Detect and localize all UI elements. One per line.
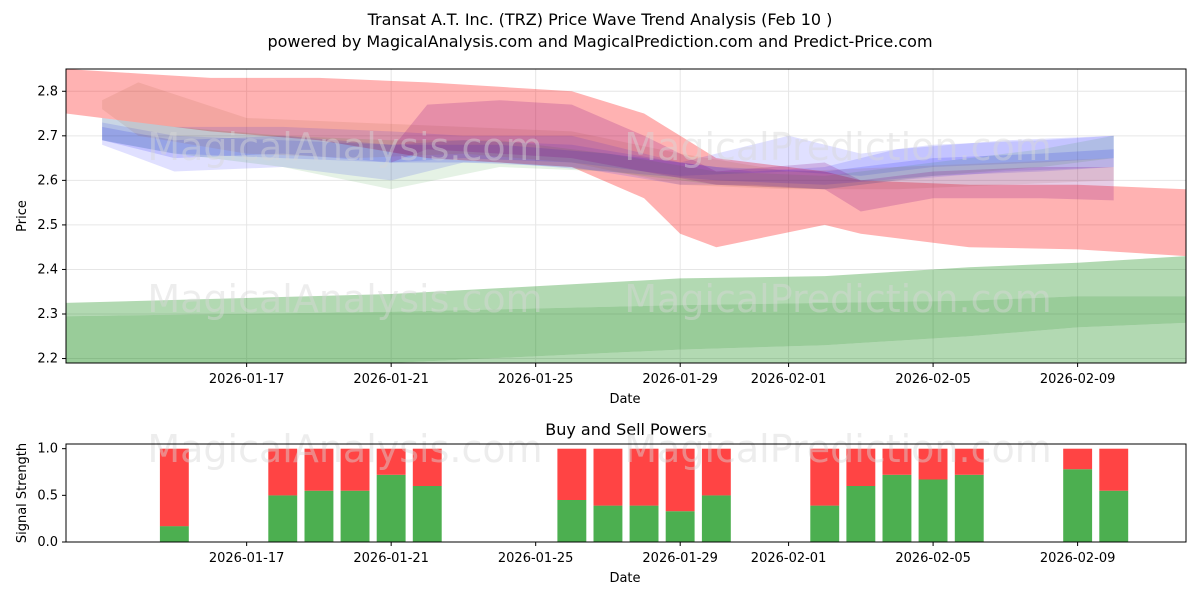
signal-x-ticks: 2026-01-17 2026-01-21 2026-01-25 2026-01-29… [209, 542, 1116, 566]
buy-bar [304, 490, 334, 542]
price-panel: MagicalAnalysis.com MagicalPrediction.co… [15, 68, 1187, 407]
sell-bar [701, 448, 731, 496]
price-x-tick-label: 2026-02-09 [1040, 372, 1116, 387]
buy-bar [268, 495, 298, 542]
red-forecast-band [66, 69, 1186, 257]
price-y-tick-label: 2.8 [37, 84, 58, 99]
signal-bars [159, 448, 1129, 542]
buy-bar [412, 486, 442, 542]
sell-bar [159, 448, 189, 527]
price-x-ticks: 2026-01-17 2026-01-21 2026-01-25 2026-01-29… [209, 363, 1116, 387]
buy-bar [918, 479, 948, 542]
price-y-tick-label: 2.6 [37, 173, 58, 188]
green-band-lower [391, 322, 1186, 363]
sell-bar [593, 448, 623, 506]
signal-y-tick-label: 0.0 [37, 535, 58, 550]
price-grid [66, 69, 1186, 363]
purple-wave-band [391, 100, 1114, 212]
sell-bar [629, 448, 659, 506]
buy-bar [159, 526, 189, 542]
signal-y-tick-label: 0.5 [37, 488, 58, 503]
chart-title: Transat A.T. Inc. (TRZ) Price Wave Trend… [367, 10, 833, 29]
sell-bar [954, 448, 984, 475]
sell-bar [557, 448, 587, 500]
price-x-tick-label: 2026-01-25 [498, 372, 574, 387]
blue-band-3 [102, 126, 1114, 185]
price-x-tick-label: 2026-02-01 [751, 372, 827, 387]
buy-bar [846, 486, 876, 542]
buy-bar [954, 474, 984, 542]
sell-bar [882, 448, 912, 475]
price-y-label: Price [15, 200, 30, 232]
signal-title: Buy and Sell Powers [545, 420, 707, 439]
buy-bar [882, 474, 912, 542]
watermark-2: MagicalPrediction.com [624, 125, 1052, 169]
buy-bar [665, 511, 695, 542]
buy-bar [376, 474, 406, 542]
sell-bar [918, 448, 948, 480]
signal-y-tick-label: 1.0 [37, 442, 58, 457]
watermark-6: MagicalPrediction.com [624, 427, 1052, 471]
signal-panel: Buy and Sell Powers MagicalAnalysis.com … [15, 420, 1187, 586]
buy-bar [1099, 490, 1129, 542]
buy-bar [340, 490, 370, 542]
sell-bar [846, 448, 876, 486]
signal-x-tick-label: 2026-01-25 [498, 551, 574, 566]
green-band-upper [66, 256, 1186, 317]
price-x-tick-label: 2026-01-21 [353, 372, 429, 387]
signal-x-tick-label: 2026-01-21 [353, 551, 429, 566]
green-band-main [66, 296, 1186, 363]
buy-bar [593, 505, 623, 542]
signal-y-label: Signal Strength [15, 443, 30, 543]
price-x-label: Date [609, 392, 640, 407]
sell-bar [376, 448, 406, 475]
sell-bar [810, 448, 840, 506]
sell-bar [304, 448, 334, 491]
blue-band-1 [102, 118, 1114, 190]
watermark-1: MagicalAnalysis.com [147, 125, 542, 169]
price-y-tick-label: 2.2 [37, 352, 58, 367]
price-axes-frame [65, 68, 1187, 364]
signal-x-tick-label: 2026-01-29 [642, 551, 718, 566]
chart-subtitle: powered by MagicalAnalysis.com and Magic… [267, 32, 932, 51]
green-wave-band [102, 118, 1114, 190]
price-y-tick-label: 2.4 [37, 262, 58, 277]
buy-bar [557, 500, 587, 542]
sell-bar [340, 448, 370, 491]
brown-wave-band [102, 82, 1114, 190]
watermark-3: MagicalAnalysis.com [147, 277, 542, 321]
signal-x-tick-label: 2026-02-09 [1040, 551, 1116, 566]
sell-bar [1063, 448, 1093, 470]
price-y-tick-label: 2.7 [37, 129, 58, 144]
blue-band-2 [102, 122, 1114, 176]
price-y-tick-label: 2.5 [37, 218, 58, 233]
signal-x-tick-label: 2026-02-01 [751, 551, 827, 566]
buy-bar [810, 505, 840, 542]
signal-x-tick-label: 2026-01-17 [209, 551, 285, 566]
sell-bar [1099, 448, 1129, 491]
price-y-tick-label: 2.3 [37, 307, 58, 322]
price-bands [66, 69, 1186, 363]
buy-bar [629, 505, 659, 542]
buy-bar [1063, 469, 1093, 542]
signal-plot-area [66, 444, 1186, 542]
price-x-tick-label: 2026-02-05 [895, 372, 971, 387]
watermark-5: MagicalAnalysis.com [147, 427, 542, 471]
buy-bar [701, 495, 731, 542]
watermark-4: MagicalPrediction.com [624, 277, 1052, 321]
price-x-tick-label: 2026-01-29 [642, 372, 718, 387]
sell-bar [268, 448, 298, 496]
signal-x-label: Date [609, 571, 640, 586]
signal-y-ticks: 0.0 0.5 1.0 [37, 442, 66, 550]
price-x-tick-label: 2026-01-17 [209, 372, 285, 387]
sell-bar [412, 448, 442, 486]
price-y-ticks: 2.2 2.3 2.4 2.5 2.6 2.7 2.8 [37, 84, 66, 367]
signal-axes-frame [65, 443, 1187, 543]
signal-x-tick-label: 2026-02-05 [895, 551, 971, 566]
sell-bar [665, 448, 695, 512]
